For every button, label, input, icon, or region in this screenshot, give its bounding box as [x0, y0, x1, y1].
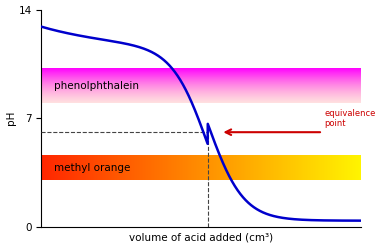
Text: phenolphthalein: phenolphthalein — [54, 81, 139, 91]
Text: equivalence
point: equivalence point — [324, 109, 376, 128]
Text: methyl orange: methyl orange — [54, 163, 131, 173]
Y-axis label: pH: pH — [5, 111, 16, 125]
X-axis label: volume of acid added (cm³): volume of acid added (cm³) — [129, 232, 273, 243]
